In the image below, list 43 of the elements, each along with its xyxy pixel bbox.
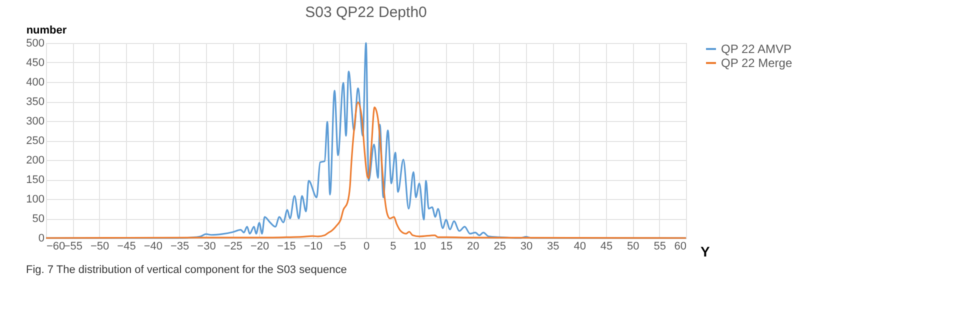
y-tick-label: 150 — [26, 174, 44, 186]
legend-label: QP 22 Merge — [721, 56, 792, 70]
x-tick-label: −60 — [46, 240, 66, 252]
x-tick-label: 10 — [414, 240, 426, 252]
y-tick-label: 0 — [38, 232, 44, 244]
line-series — [45, 101, 687, 239]
y-tick-label: 300 — [26, 116, 44, 128]
x-tick-label: −55 — [64, 240, 83, 252]
x-tick-label: 60 — [674, 240, 686, 252]
y-tick-label: 250 — [26, 135, 44, 147]
x-tick-label: −40 — [144, 240, 163, 252]
x-tick-label: −15 — [277, 240, 296, 252]
x-tick-label: 15 — [440, 240, 453, 252]
x-tick-label: −10 — [304, 240, 323, 252]
x-tick-label: −35 — [170, 240, 190, 252]
x-tick-label: −50 — [90, 240, 110, 252]
x-tick-label: 25 — [494, 240, 506, 252]
y-tick-label: 350 — [26, 96, 44, 108]
legend-label: QP 22 AMVP — [721, 42, 792, 56]
x-tick-label: −5 — [334, 240, 346, 252]
x-tick-label: 20 — [467, 240, 480, 252]
x-tick-label: 55 — [654, 240, 666, 252]
x-tick-label: 5 — [390, 240, 396, 252]
x-tick-label: 45 — [600, 240, 613, 252]
x-tick-label: −20 — [250, 240, 270, 252]
x-tick-label: 40 — [574, 240, 586, 252]
y-tick-label: 100 — [26, 194, 44, 206]
y-axis-title: number — [26, 24, 68, 36]
y-tick-label: 200 — [26, 154, 44, 166]
y-tick-label: 500 — [26, 38, 44, 50]
x-tick-label: −25 — [224, 240, 243, 252]
x-axis-title: Y — [700, 244, 710, 260]
y-tick-label: 50 — [32, 213, 44, 225]
y-tick-label: 450 — [26, 57, 44, 69]
x-tick-label: 0 — [363, 240, 370, 252]
x-tick-label: 35 — [547, 240, 560, 252]
x-tick-label: 50 — [627, 240, 640, 252]
y-tick-label: 400 — [26, 76, 44, 88]
x-tick-label: −30 — [197, 240, 216, 252]
x-tick-label: −45 — [117, 240, 136, 252]
x-tick-label: 30 — [520, 240, 533, 252]
chart-title: S03 QP22 Depth0 — [305, 4, 427, 21]
caption: Fig. 7 The distribution of vertical component for the S03 sequence — [26, 264, 347, 276]
